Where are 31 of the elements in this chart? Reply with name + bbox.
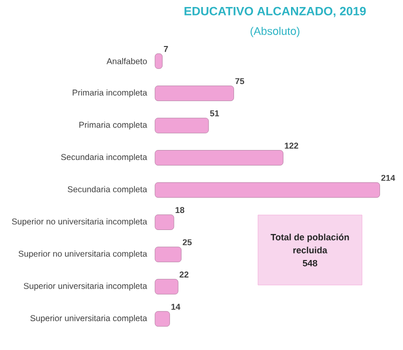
bar bbox=[154, 246, 182, 262]
bar bbox=[154, 118, 209, 134]
y-tick-label: Superior no universitaria incompleta bbox=[12, 218, 148, 226]
y-tick-label: Primaria completa bbox=[79, 122, 148, 130]
y-tick-label: Analfabeto bbox=[106, 58, 147, 64]
y-tick-label: Secundaria incompleta bbox=[61, 154, 148, 162]
bar bbox=[154, 278, 178, 294]
bar bbox=[154, 182, 380, 198]
bar bbox=[154, 86, 234, 102]
data-label: 18 bbox=[176, 207, 184, 214]
annotation: 548 bbox=[302, 260, 318, 266]
y-tick-label: Superior universitaria incompleta bbox=[24, 282, 148, 291]
bar bbox=[154, 214, 174, 230]
bar bbox=[154, 150, 284, 166]
y-tick-label: Secundaria completa bbox=[68, 186, 148, 194]
data-label: 7 bbox=[164, 46, 168, 52]
annotation: Total de población bbox=[270, 234, 349, 242]
data-label: 51 bbox=[210, 110, 219, 116]
data-label: 22 bbox=[180, 272, 188, 278]
data-label: 25 bbox=[182, 239, 192, 246]
y-tick-label: Primaria incompleta bbox=[72, 89, 148, 98]
data-label: 14 bbox=[171, 304, 180, 310]
y-tick-label: Superior no universitaria completa bbox=[18, 250, 148, 258]
data-label: 75 bbox=[235, 78, 244, 84]
data-label: 122 bbox=[284, 142, 298, 149]
chart-title: EDUCATIVO ALCANZADO, 2019 bbox=[184, 6, 366, 18]
y-tick-label: Superior universitaria completa bbox=[30, 314, 148, 323]
chart-subtitle: (Absoluto) bbox=[250, 26, 300, 38]
bar bbox=[154, 311, 170, 327]
data-label: 214 bbox=[381, 174, 396, 181]
annotation: recluida bbox=[293, 246, 328, 254]
